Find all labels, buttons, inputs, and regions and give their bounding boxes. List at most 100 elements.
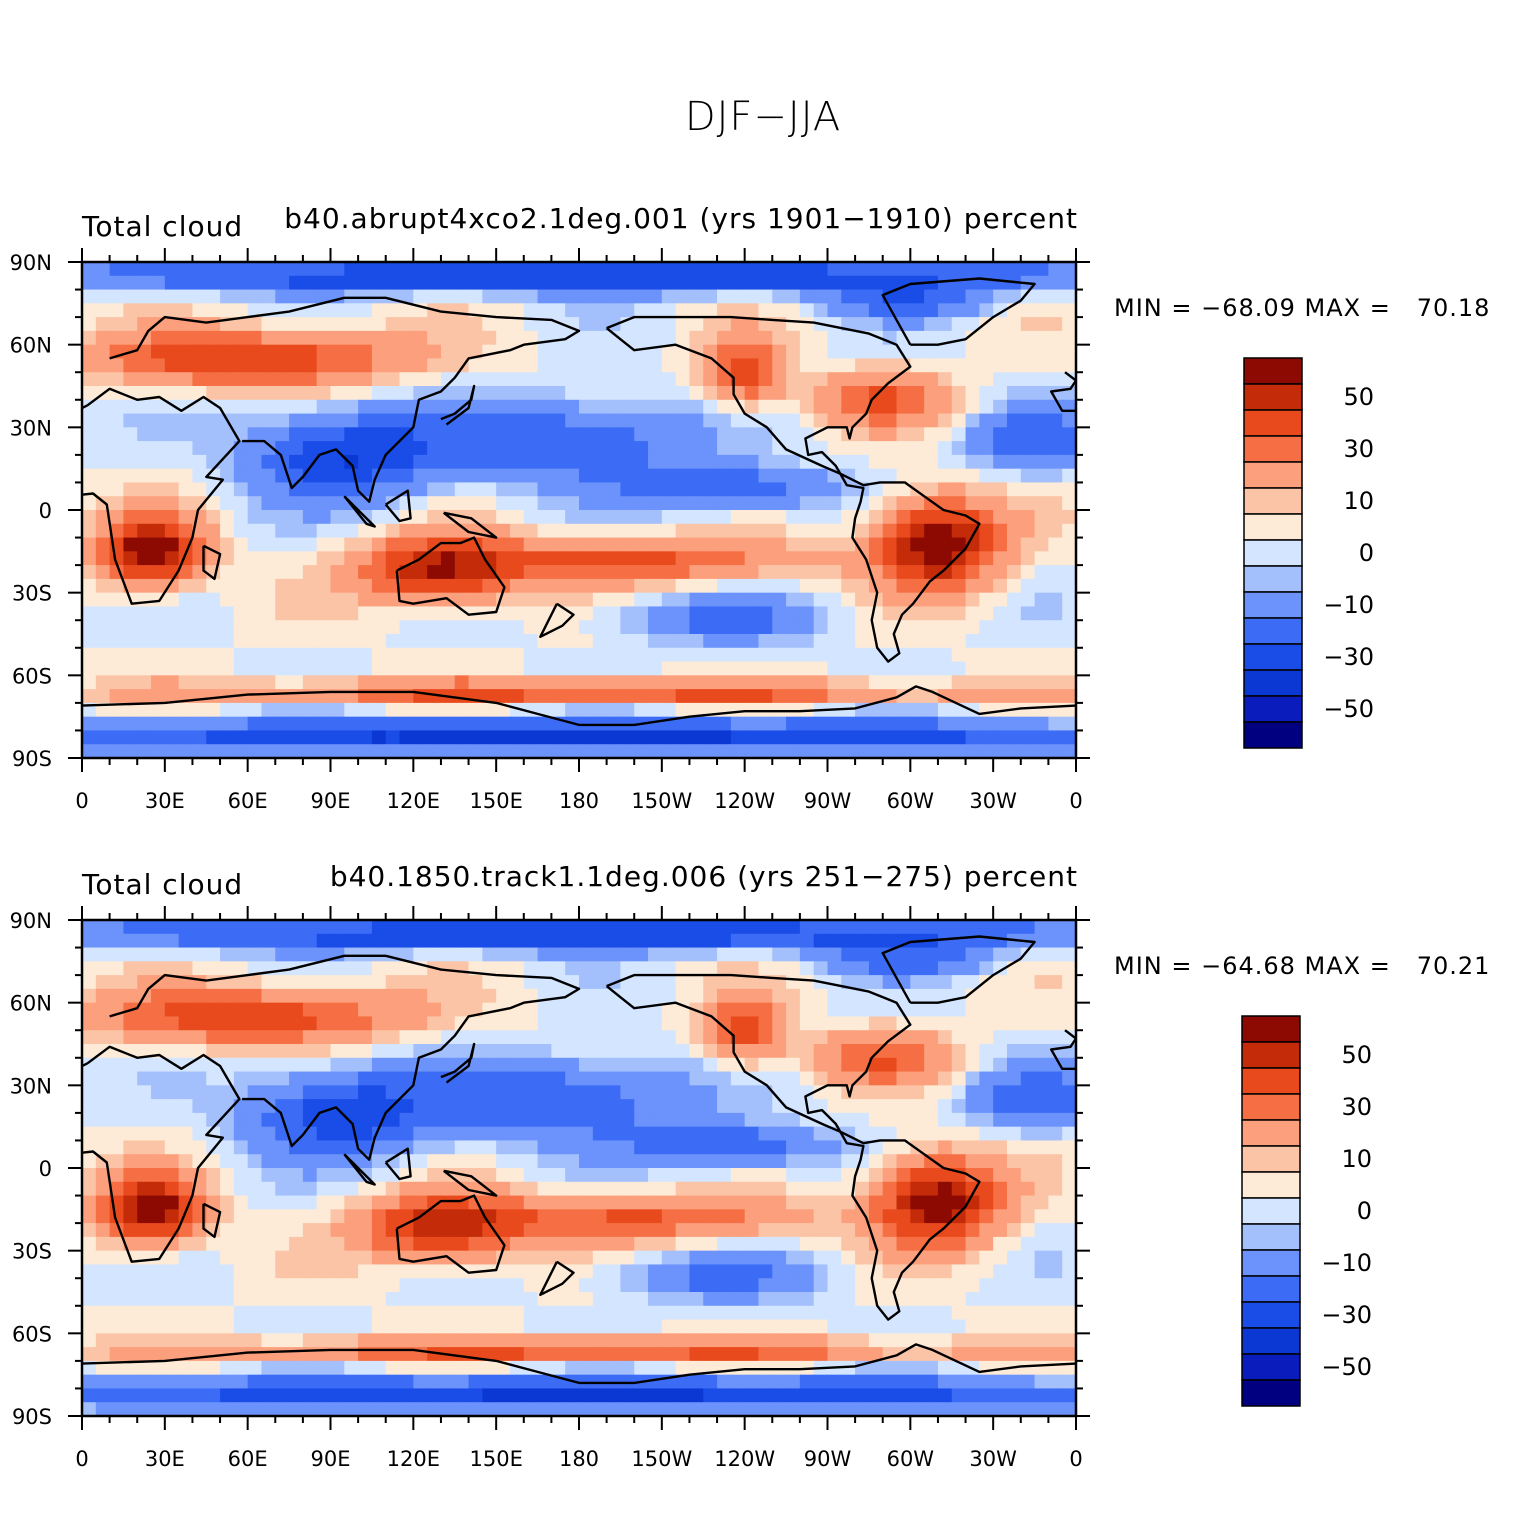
heatmap-cell xyxy=(855,947,870,962)
heatmap-cell xyxy=(758,1195,773,1210)
heatmap-cell xyxy=(440,358,456,373)
heatmap-cell xyxy=(565,947,580,962)
heatmap-cell xyxy=(413,1360,428,1376)
heatmap-cell xyxy=(371,330,387,346)
heatmap-cell xyxy=(261,1140,276,1155)
heatmap-cell xyxy=(758,1112,773,1128)
heatmap-cell xyxy=(634,262,649,277)
heatmap-cell xyxy=(965,1223,980,1238)
heatmap-cell xyxy=(910,358,925,373)
heatmap-cell xyxy=(509,592,525,608)
heatmap-cell xyxy=(634,988,649,1004)
heatmap-cell xyxy=(813,372,829,387)
heatmap-cell xyxy=(565,358,580,373)
heatmap-cell xyxy=(620,344,635,360)
heatmap-cell xyxy=(648,744,663,758)
heatmap-cell xyxy=(468,1126,483,1142)
heatmap-cell xyxy=(247,716,263,732)
heatmap-cell xyxy=(233,730,249,745)
heatmap-cell xyxy=(634,689,649,704)
heatmap-cell xyxy=(330,661,345,676)
heatmap-cell xyxy=(993,1333,1008,1348)
heatmap-cell xyxy=(827,661,842,676)
heatmap-cell xyxy=(592,1181,608,1197)
heatmap-cell xyxy=(399,1209,414,1224)
heatmap-cell xyxy=(482,372,497,387)
heatmap-cell xyxy=(537,1126,552,1142)
heatmap-cell xyxy=(371,1057,387,1073)
heatmap-cell xyxy=(1048,1168,1063,1183)
heatmap-cell xyxy=(924,730,939,745)
heatmap-cell xyxy=(592,578,608,594)
heatmap-cell xyxy=(233,1181,249,1197)
heatmap-cell xyxy=(965,730,980,745)
heatmap-cell xyxy=(302,1099,318,1114)
heatmap-cell xyxy=(634,1209,649,1224)
coastlines xyxy=(82,277,1076,727)
heatmap-cell xyxy=(82,1223,97,1238)
heatmap-cell xyxy=(551,933,566,949)
heatmap-cell xyxy=(827,947,842,962)
heatmap-cell xyxy=(1062,1347,1076,1362)
heatmap-cell xyxy=(592,592,608,608)
heatmap-cell xyxy=(509,1278,525,1293)
heatmap-cell xyxy=(399,1112,414,1128)
heatmap-cell xyxy=(717,1195,732,1210)
heatmap-cell xyxy=(689,523,704,539)
x-tick-label: 60W xyxy=(887,789,935,813)
heatmap-cell xyxy=(648,1195,663,1210)
heatmap-cell xyxy=(413,975,428,990)
heatmap-cell xyxy=(661,1333,677,1348)
heatmap-cell xyxy=(661,689,677,704)
heatmap-cell xyxy=(468,1140,483,1155)
heatmap-cell xyxy=(206,523,221,539)
heatmap-cell xyxy=(316,1030,332,1045)
heatmap-cell xyxy=(565,1071,580,1086)
heatmap-cell xyxy=(344,1085,359,1100)
heatmap-cell xyxy=(178,647,194,663)
heatmap-cell xyxy=(813,1292,829,1307)
heatmap-cell xyxy=(910,330,925,346)
heatmap-cell xyxy=(206,441,221,456)
heatmap-cell xyxy=(302,744,318,758)
heatmap-cell xyxy=(910,1223,925,1238)
heatmap-cell xyxy=(316,372,332,387)
heatmap-cell xyxy=(399,551,414,566)
heatmap-cell xyxy=(482,1140,497,1155)
heatmap-cell xyxy=(1034,975,1049,990)
heatmap-cell xyxy=(730,961,746,976)
heatmap-cell xyxy=(151,1181,166,1197)
heatmap-cell xyxy=(123,358,138,373)
heatmap-cell xyxy=(178,303,194,318)
heatmap-cell xyxy=(993,537,1008,552)
heatmap-cell xyxy=(95,647,111,663)
heatmap-cell xyxy=(399,1071,414,1086)
heatmap-cell xyxy=(233,468,249,484)
heatmap-cell xyxy=(371,634,387,649)
heatmap-cell xyxy=(965,1002,980,1018)
heatmap-cell xyxy=(565,1112,580,1128)
heatmap-cell xyxy=(151,1099,166,1114)
heatmap-cell xyxy=(813,716,829,732)
heatmap-cell xyxy=(385,1112,401,1128)
heatmap-cell xyxy=(233,1057,249,1073)
heatmap-cell xyxy=(344,1030,359,1045)
heatmap-cell xyxy=(758,523,773,539)
heatmap-cell xyxy=(993,344,1008,360)
heatmap-cell xyxy=(634,1347,649,1362)
heatmap-cell xyxy=(937,975,953,990)
heatmap-cell xyxy=(882,1071,898,1086)
heatmap-cell xyxy=(275,606,290,621)
heatmap-cell xyxy=(896,399,911,415)
heatmap-cell xyxy=(371,427,387,442)
heatmap-cell xyxy=(164,454,180,470)
heatmap-cell xyxy=(675,1099,691,1114)
heatmap-cell xyxy=(344,1044,359,1059)
heatmap-cell xyxy=(910,1319,925,1334)
heatmap-cell xyxy=(937,620,953,635)
heatmap-cell xyxy=(772,1305,787,1321)
heatmap-cell xyxy=(703,1126,718,1142)
heatmap-cell xyxy=(551,1140,566,1155)
heatmap-cell xyxy=(233,303,249,318)
heatmap-cell xyxy=(261,386,276,401)
